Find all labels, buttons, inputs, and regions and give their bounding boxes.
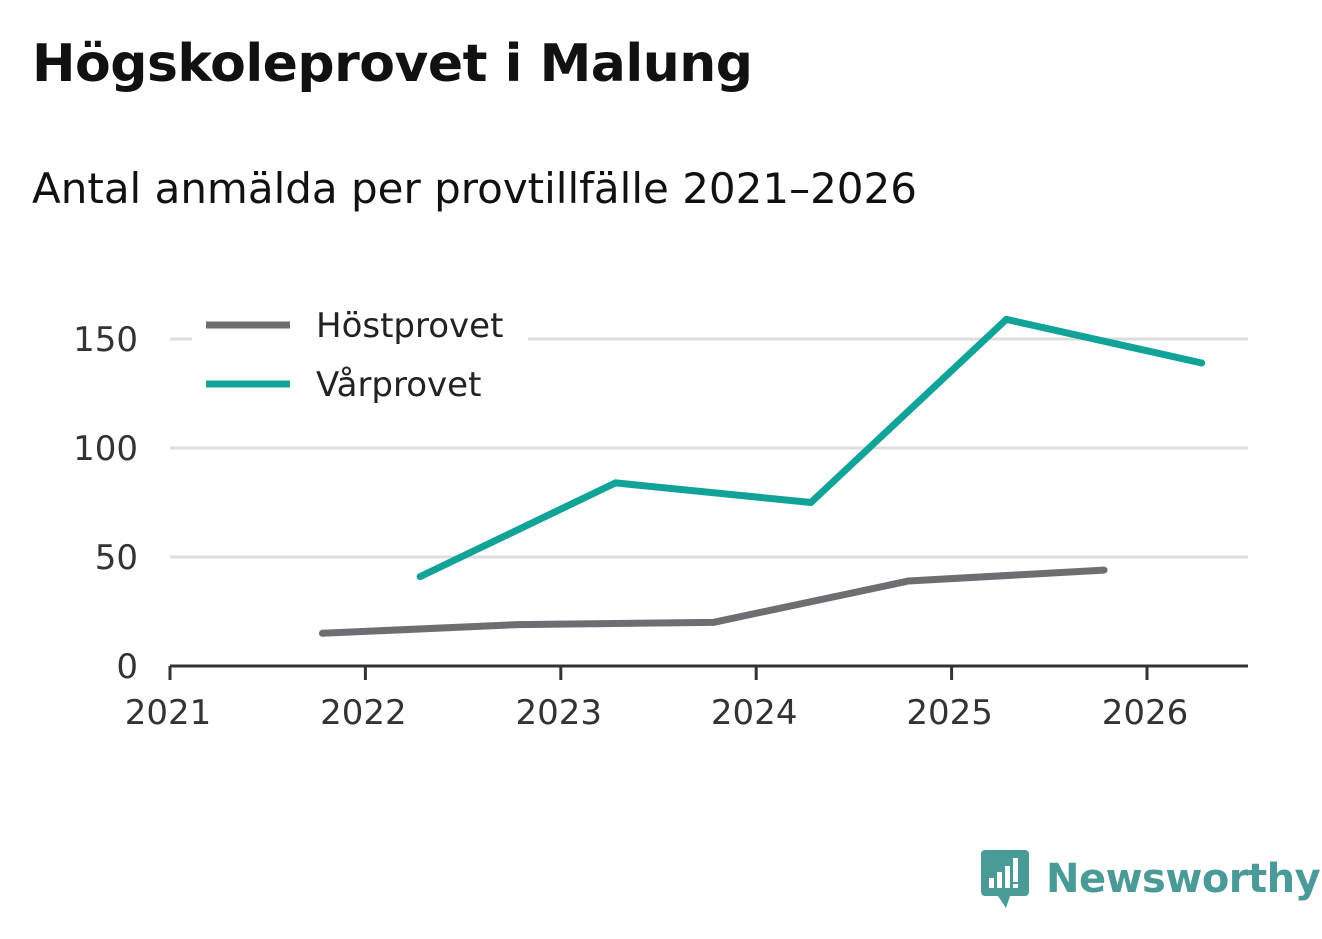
data-point-hostprovet <box>318 629 326 637</box>
data-point-hostprovet <box>709 618 717 626</box>
axes: 0 50 100 150 2021 2022 2023 2024 2025 2026 <box>73 320 1248 733</box>
data-point-varprovet <box>1002 315 1010 323</box>
legend-label-varprovet: Vårprovet <box>316 365 481 405</box>
y-tick-label: 100 <box>73 429 138 469</box>
data-point-hostprovet <box>905 577 913 585</box>
legend: Höstprovet Vårprovet <box>192 296 528 418</box>
brand-name: Newsworthy <box>1046 856 1321 902</box>
data-point-varprovet <box>1198 359 1206 367</box>
series-lines <box>318 315 1206 637</box>
newsworthy-brand: Newsworthy <box>980 848 1321 910</box>
data-point-varprovet <box>416 573 424 581</box>
data-point-hostprovet <box>514 621 522 629</box>
data-point-hostprovet <box>1100 566 1108 574</box>
legend-label-hostprovet: Höstprovet <box>316 306 503 346</box>
x-tick-label: 2025 <box>906 693 993 733</box>
data-point-varprovet <box>807 499 815 506</box>
x-tick-label: 2026 <box>1102 693 1189 733</box>
y-tick-label: 150 <box>73 320 138 360</box>
y-tick-label: 0 <box>116 647 138 687</box>
x-tick-label: 2024 <box>711 693 798 733</box>
chart-subtitle: Antal anmälda per provtillfälle 2021–202… <box>32 164 917 213</box>
newsworthy-logo-icon <box>981 850 1029 908</box>
x-tick-label: 2022 <box>320 693 407 733</box>
y-tick-label: 50 <box>95 538 138 578</box>
x-tick-label: 2023 <box>516 693 603 733</box>
legend-background <box>192 296 528 418</box>
x-tick-label: 2021 <box>125 693 212 733</box>
data-point-varprovet <box>612 479 620 487</box>
chart-title: Högskoleprovet i Malung <box>32 34 753 94</box>
